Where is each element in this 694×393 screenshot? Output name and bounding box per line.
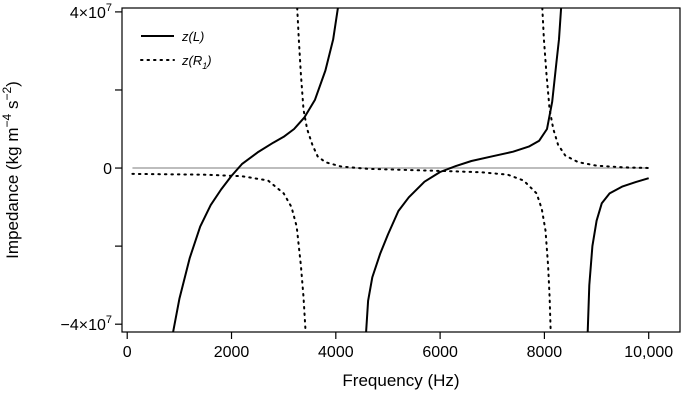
y-axis: 4×107 0 −4×107 xyxy=(60,2,122,334)
x-tick-label: 10,000 xyxy=(624,344,673,361)
x-tick-label: 8000 xyxy=(527,344,563,361)
series-zR1-segment-1 xyxy=(296,8,552,332)
series-zR1-segment-0 xyxy=(131,172,307,332)
x-tick-label: 2000 xyxy=(214,344,250,361)
legend-label: z(L) xyxy=(181,29,204,44)
series-zL-segment-1 xyxy=(365,8,563,332)
legend: z(L) z(R1) xyxy=(140,29,212,71)
x-axis: 0 2000 4000 6000 8000 10,000 xyxy=(123,332,673,361)
x-tick-label: 0 xyxy=(123,344,132,361)
y-tick-label: −4×107 xyxy=(60,314,112,334)
y-axis-label: Impedance (kg m−4 s−2) xyxy=(0,81,22,259)
plot-area-frame xyxy=(121,7,681,333)
series-layer xyxy=(131,8,650,332)
series-zL-segment-2 xyxy=(586,177,649,332)
x-axis-label: Frequency (Hz) xyxy=(342,371,459,390)
series-zL-segment-0 xyxy=(172,8,339,332)
y-tick-label: 0 xyxy=(103,161,112,178)
x-tick-label: 4000 xyxy=(318,344,354,361)
series-zR1-segment-2 xyxy=(541,8,650,169)
y-tick-label: 4×107 xyxy=(70,2,112,22)
x-tick-label: 6000 xyxy=(422,344,458,361)
legend-label: z(R1) xyxy=(181,53,212,71)
